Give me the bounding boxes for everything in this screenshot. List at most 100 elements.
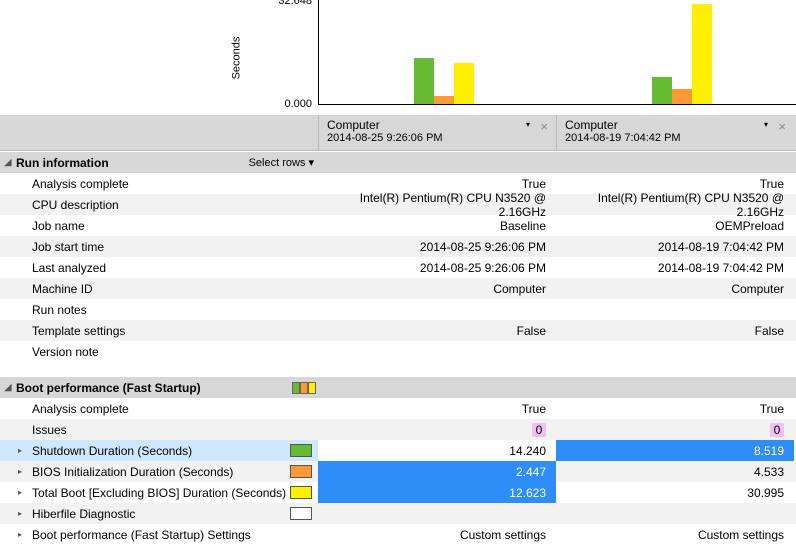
cell: 2014-08-19 7:04:42 PM — [556, 236, 794, 257]
column-header-0[interactable]: Computer 2014-08-25 9:26:06 PM ▾ × — [318, 115, 556, 150]
row-label: CPU description — [0, 194, 318, 215]
select-rows-button[interactable]: Select rows ▾ — [249, 156, 320, 169]
collapse-icon[interactable]: ◢ — [0, 382, 16, 393]
table-row[interactable]: ▸Total Boot [Excluding BIOS] Duration (S… — [0, 482, 796, 503]
column-subtitle: 2014-08-25 9:26:06 PM — [327, 132, 548, 144]
expand-icon[interactable]: ▸ — [18, 530, 30, 539]
cell: 8.519 — [556, 440, 794, 461]
row-label: Machine ID — [0, 278, 318, 299]
cell — [318, 341, 556, 362]
table-row[interactable]: Version note — [0, 341, 796, 362]
cell: Intel(R) Pentium(R) CPU N3520 @ 2.16GHz — [318, 194, 556, 215]
expand-icon[interactable]: ▸ — [18, 467, 30, 476]
row-label: Analysis complete — [0, 173, 318, 194]
row-label: Analysis complete — [0, 398, 318, 419]
table-row[interactable]: Issues00 — [0, 419, 796, 440]
cell: True — [318, 398, 556, 419]
cell: 2014-08-25 9:26:06 PM — [318, 236, 556, 257]
expand-icon[interactable]: ▸ — [18, 446, 30, 455]
cell — [556, 341, 794, 362]
chart-plot — [318, 0, 796, 105]
row-label: ▸BIOS Initialization Duration (Seconds) — [0, 461, 318, 482]
row-label: Run notes — [0, 299, 318, 320]
section-title: Boot performance (Fast Startup) — [16, 381, 211, 395]
cell: 0 — [318, 419, 556, 440]
cell: Computer — [556, 278, 794, 299]
color-swatch — [290, 486, 312, 499]
row-label: Last analyzed — [0, 257, 318, 278]
color-swatch — [290, 465, 312, 478]
column-dropdown-icon[interactable]: ▾ — [526, 120, 530, 129]
row-label: ▸Total Boot [Excluding BIOS] Duration (S… — [0, 482, 318, 503]
table-row[interactable]: Analysis completeTrueTrue — [0, 398, 796, 419]
table-row[interactable]: ▸Shutdown Duration (Seconds)14.2408.519 — [0, 440, 796, 461]
cell: 2014-08-19 7:04:42 PM — [556, 257, 794, 278]
run-rows: Analysis completeTrueTrueCPU description… — [0, 173, 796, 362]
chart-y-axis: 32.648 Seconds 0.000 — [0, 0, 318, 115]
cell: Custom settings — [556, 524, 794, 545]
cell: Intel(R) Pentium(R) CPU N3520 @ 2.16GHz — [556, 194, 794, 215]
row-label: Version note — [0, 341, 318, 362]
column-title: Computer — [327, 118, 548, 132]
legend-strip — [292, 382, 316, 394]
collapse-icon[interactable]: ◢ — [0, 157, 16, 168]
column-dropdown-icon[interactable]: ▾ — [764, 120, 768, 129]
table-row[interactable]: ▸Hiberfile Diagnostic — [0, 503, 796, 524]
cell: 4.533 — [556, 461, 794, 482]
row-label: ▸Shutdown Duration (Seconds) — [0, 440, 318, 461]
table-row[interactable]: Machine IDComputerComputer — [0, 278, 796, 299]
column-close-icon[interactable]: × — [540, 119, 548, 134]
expand-icon[interactable]: ▸ — [18, 488, 30, 497]
cell: True — [556, 398, 794, 419]
ytick-max: 32.648 — [278, 0, 312, 7]
cell: Computer — [318, 278, 556, 299]
table-row[interactable]: Job start time2014-08-25 9:26:06 PM2014-… — [0, 236, 796, 257]
column-header-1[interactable]: Computer 2014-08-19 7:04:42 PM ▾ × — [556, 115, 794, 150]
cell — [318, 503, 556, 524]
column-subtitle: 2014-08-19 7:04:42 PM — [565, 132, 786, 144]
table-row[interactable]: ▸BIOS Initialization Duration (Seconds)2… — [0, 461, 796, 482]
color-swatch — [290, 444, 312, 457]
cell: Baseline — [318, 215, 556, 236]
chart-bar — [672, 89, 692, 104]
cell: 30.995 — [556, 482, 794, 503]
ytick-min: 0.000 — [284, 98, 312, 110]
cell — [556, 503, 794, 524]
cell: 14.240 — [318, 440, 556, 461]
table-row[interactable]: Job nameBaselineOEMPreload — [0, 215, 796, 236]
table-row[interactable]: CPU descriptionIntel(R) Pentium(R) CPU N… — [0, 194, 796, 215]
chart-area: 32.648 Seconds 0.000 — [0, 0, 796, 115]
cell: 2.447 — [318, 461, 556, 482]
cell — [318, 299, 556, 320]
section-run-header[interactable]: ◢ Run information Select rows ▾ — [0, 151, 796, 173]
table-row[interactable]: Run notes — [0, 299, 796, 320]
table-row[interactable]: Template settingsFalseFalse — [0, 320, 796, 341]
cell: False — [556, 320, 794, 341]
color-swatch — [290, 507, 312, 520]
row-label: Job start time — [0, 236, 318, 257]
row-label: Template settings — [0, 320, 318, 341]
chart-bar — [692, 4, 712, 104]
chart-bar — [434, 96, 454, 104]
table-row[interactable]: ▸Boot performance (Fast Startup) Setting… — [0, 524, 796, 545]
chart-bar — [414, 58, 434, 104]
column-headers: Computer 2014-08-25 9:26:06 PM ▾ × Compu… — [0, 115, 796, 151]
row-label: Issues — [0, 419, 318, 440]
row-label: ▸Boot performance (Fast Startup) Setting… — [0, 524, 318, 545]
expand-icon[interactable]: ▸ — [18, 509, 30, 518]
y-axis-label: Seconds — [231, 36, 243, 79]
cell: OEMPreload — [556, 215, 794, 236]
section-title: Run information — [16, 156, 119, 170]
cell: 2014-08-25 9:26:06 PM — [318, 257, 556, 278]
row-label: Job name — [0, 215, 318, 236]
boot-rows: Analysis completeTrueTrueIssues00▸Shutdo… — [0, 398, 796, 545]
cell: 0 — [556, 419, 794, 440]
column-close-icon[interactable]: × — [778, 119, 786, 134]
chart-bar — [652, 77, 672, 104]
cell: Custom settings — [318, 524, 556, 545]
table-row[interactable]: Last analyzed2014-08-25 9:26:06 PM2014-0… — [0, 257, 796, 278]
section-boot-header[interactable]: ◢ Boot performance (Fast Startup) — [0, 376, 796, 398]
row-label: ▸Hiberfile Diagnostic — [0, 503, 318, 524]
cell: 12.623 — [318, 482, 556, 503]
chart-bar — [454, 63, 474, 104]
